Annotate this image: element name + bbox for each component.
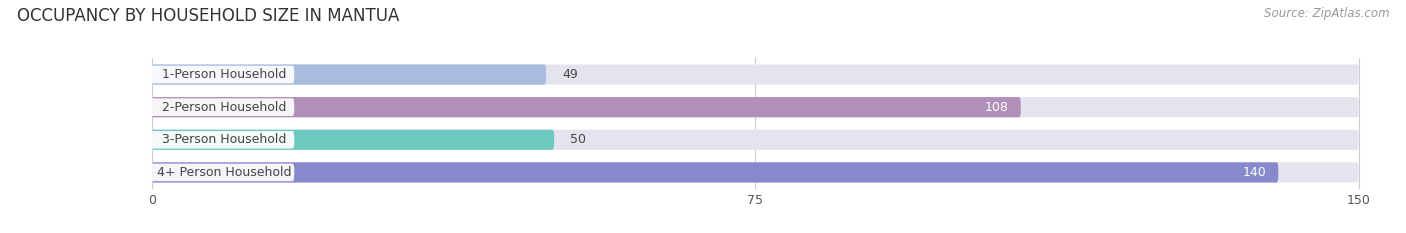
Text: 1-Person Household: 1-Person Household bbox=[162, 68, 287, 81]
Text: 4+ Person Household: 4+ Person Household bbox=[157, 166, 291, 179]
FancyBboxPatch shape bbox=[152, 65, 1358, 85]
FancyBboxPatch shape bbox=[149, 164, 294, 181]
Text: 108: 108 bbox=[984, 101, 1008, 114]
FancyBboxPatch shape bbox=[152, 97, 1358, 117]
Text: 3-Person Household: 3-Person Household bbox=[162, 133, 287, 146]
FancyBboxPatch shape bbox=[152, 97, 1021, 117]
Text: 49: 49 bbox=[562, 68, 578, 81]
Text: OCCUPANCY BY HOUSEHOLD SIZE IN MANTUA: OCCUPANCY BY HOUSEHOLD SIZE IN MANTUA bbox=[17, 7, 399, 25]
FancyBboxPatch shape bbox=[152, 130, 554, 150]
FancyBboxPatch shape bbox=[152, 130, 1358, 150]
Text: 50: 50 bbox=[571, 133, 586, 146]
FancyBboxPatch shape bbox=[149, 66, 294, 83]
Text: 2-Person Household: 2-Person Household bbox=[162, 101, 287, 114]
FancyBboxPatch shape bbox=[149, 98, 294, 116]
Text: 140: 140 bbox=[1243, 166, 1267, 179]
FancyBboxPatch shape bbox=[149, 131, 294, 149]
Text: Source: ZipAtlas.com: Source: ZipAtlas.com bbox=[1264, 7, 1389, 20]
FancyBboxPatch shape bbox=[152, 65, 546, 85]
FancyBboxPatch shape bbox=[152, 162, 1358, 182]
FancyBboxPatch shape bbox=[152, 162, 1278, 182]
